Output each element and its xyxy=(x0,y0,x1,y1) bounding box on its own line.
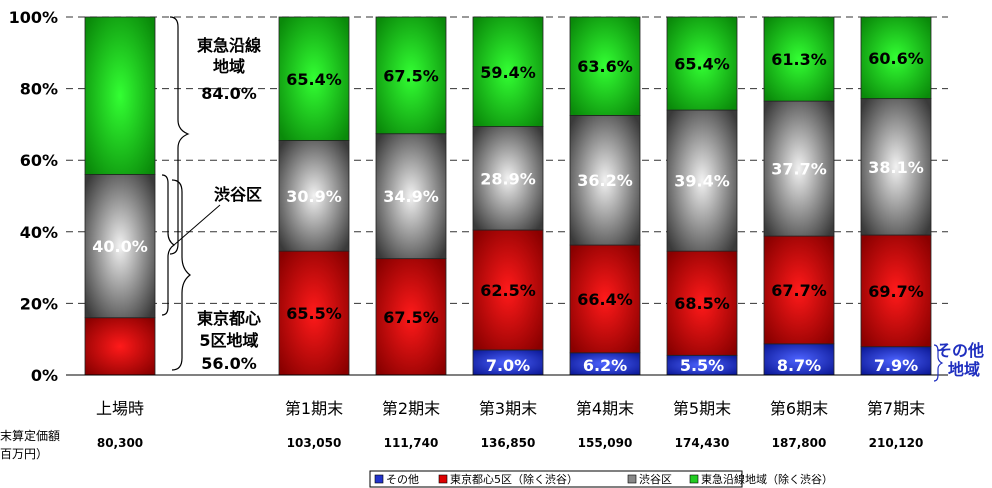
valuation-value: 103,050 xyxy=(287,436,342,450)
legend-entry: 渋谷区 xyxy=(639,473,672,486)
valuation-value: 210,120 xyxy=(869,436,924,450)
data-label: 7.0% xyxy=(486,356,530,375)
bar-segment xyxy=(666,16,738,111)
x-tick-label: 第5期末 xyxy=(673,399,731,418)
bar-segment xyxy=(472,229,544,351)
data-label: 65.5% xyxy=(286,304,342,323)
bar-segment xyxy=(763,343,835,376)
bar-segment xyxy=(472,16,544,127)
data-label: 59.4% xyxy=(480,63,536,82)
y-tick-label: 100% xyxy=(9,8,58,27)
x-tick-label: 第2期末 xyxy=(382,399,440,418)
data-label: 65.4% xyxy=(286,70,342,89)
data-label: 30.9% xyxy=(286,187,342,206)
data-label: 66.4% xyxy=(577,290,633,309)
legend-swatch xyxy=(627,474,637,484)
x-tick-label: 第6期末 xyxy=(770,399,828,418)
bar-segment xyxy=(278,140,350,252)
y-tick-label: 60% xyxy=(20,151,58,170)
valuation-value: 155,090 xyxy=(578,436,633,450)
legend-entry: その他 xyxy=(386,473,419,486)
data-label: 60.6% xyxy=(868,49,924,68)
valuation-value: 136,850 xyxy=(481,436,536,450)
bar-segment xyxy=(569,16,641,116)
bar-segment xyxy=(666,109,738,252)
data-label: 61.3% xyxy=(771,50,827,69)
y-tick-label: 80% xyxy=(20,80,58,99)
annotation-tokyu-line2: 地域 xyxy=(213,57,245,76)
data-label: 69.7% xyxy=(868,282,924,301)
data-label: 34.9% xyxy=(383,187,439,206)
bar-segment xyxy=(763,16,835,102)
bar-segment xyxy=(763,100,835,237)
annotation-central-line2: 5区地域 xyxy=(199,331,258,350)
data-label: 6.2% xyxy=(583,356,627,375)
y-tick-label: 20% xyxy=(20,294,58,313)
x-tick-label: 第7期末 xyxy=(867,399,925,418)
brace-other xyxy=(933,344,944,382)
data-label: 8.7% xyxy=(777,356,821,375)
annotation-other-line2: 地域 xyxy=(948,360,980,379)
brace-tokyu xyxy=(169,16,190,255)
data-label: 40.0% xyxy=(92,237,148,256)
annotation-other-line1: その他 xyxy=(936,341,984,360)
data-label: 28.9% xyxy=(480,169,536,188)
legend-entry: 東京都心5区（除く渋谷） xyxy=(450,472,578,486)
data-label: 36.2% xyxy=(577,171,633,190)
bar-segment xyxy=(84,317,156,376)
valuation-row-label: 期末算定価額 xyxy=(0,428,60,443)
annotation-tokyu-line1: 東急沿線 xyxy=(197,36,261,55)
legend-swatch xyxy=(438,474,448,484)
data-label: 7.9% xyxy=(874,356,918,375)
bar-segment xyxy=(375,16,447,135)
brace-shibuya xyxy=(161,174,176,316)
bar-segment xyxy=(860,234,932,348)
bar-segment xyxy=(472,126,544,231)
valuation-value: 187,800 xyxy=(772,436,827,450)
data-label: 39.4% xyxy=(674,172,730,191)
bar-segment xyxy=(569,244,641,354)
data-label: 37.7% xyxy=(771,160,827,179)
legend-swatch xyxy=(374,474,384,484)
x-tick-label: 第3期末 xyxy=(479,399,537,418)
data-label: 62.5% xyxy=(480,281,536,300)
legend-entry: 東急沿線地域（除く渋谷） xyxy=(701,472,833,486)
bar-segment xyxy=(278,250,350,376)
valuation-value: 80,300 xyxy=(97,436,143,450)
valuation-row-unit: （百万円） xyxy=(0,447,48,461)
bar-segment xyxy=(763,235,835,345)
data-label: 67.5% xyxy=(383,308,439,327)
bar-segment xyxy=(84,174,156,319)
x-tick-label: 第4期末 xyxy=(576,399,634,418)
data-label: 5.5% xyxy=(680,356,724,375)
valuation-value: 111,740 xyxy=(384,436,439,450)
legend-box xyxy=(369,470,743,488)
legend-swatch xyxy=(689,474,699,484)
bar-segment xyxy=(84,16,156,175)
y-tick-label: 0% xyxy=(31,366,58,385)
bar-segment xyxy=(666,250,738,356)
data-label: 38.1% xyxy=(868,158,924,177)
y-tick-label: 40% xyxy=(20,223,58,242)
data-label: 67.5% xyxy=(383,66,439,85)
x-tick-label: 第1期末 xyxy=(285,399,343,418)
valuation-value: 174,430 xyxy=(675,436,730,450)
pointer-shibuya xyxy=(173,204,221,246)
annotation-shibuya: 渋谷区 xyxy=(214,185,262,204)
bar-segment xyxy=(569,115,641,246)
annotation-central-value: 56.0% xyxy=(201,354,257,373)
bar-segment xyxy=(278,16,350,141)
bar-segment xyxy=(860,16,932,100)
data-label: 63.6% xyxy=(577,57,633,76)
annotation-tokyu-value: 84.0% xyxy=(201,84,257,103)
bar-segment xyxy=(860,98,932,236)
brace-central xyxy=(171,179,191,371)
data-label: 68.5% xyxy=(674,294,730,313)
x-tick-label: 上場時 xyxy=(96,399,144,418)
data-label: 67.7% xyxy=(771,281,827,300)
annotation-central-line1: 東京都心 xyxy=(197,309,261,328)
data-label: 65.4% xyxy=(674,55,730,74)
